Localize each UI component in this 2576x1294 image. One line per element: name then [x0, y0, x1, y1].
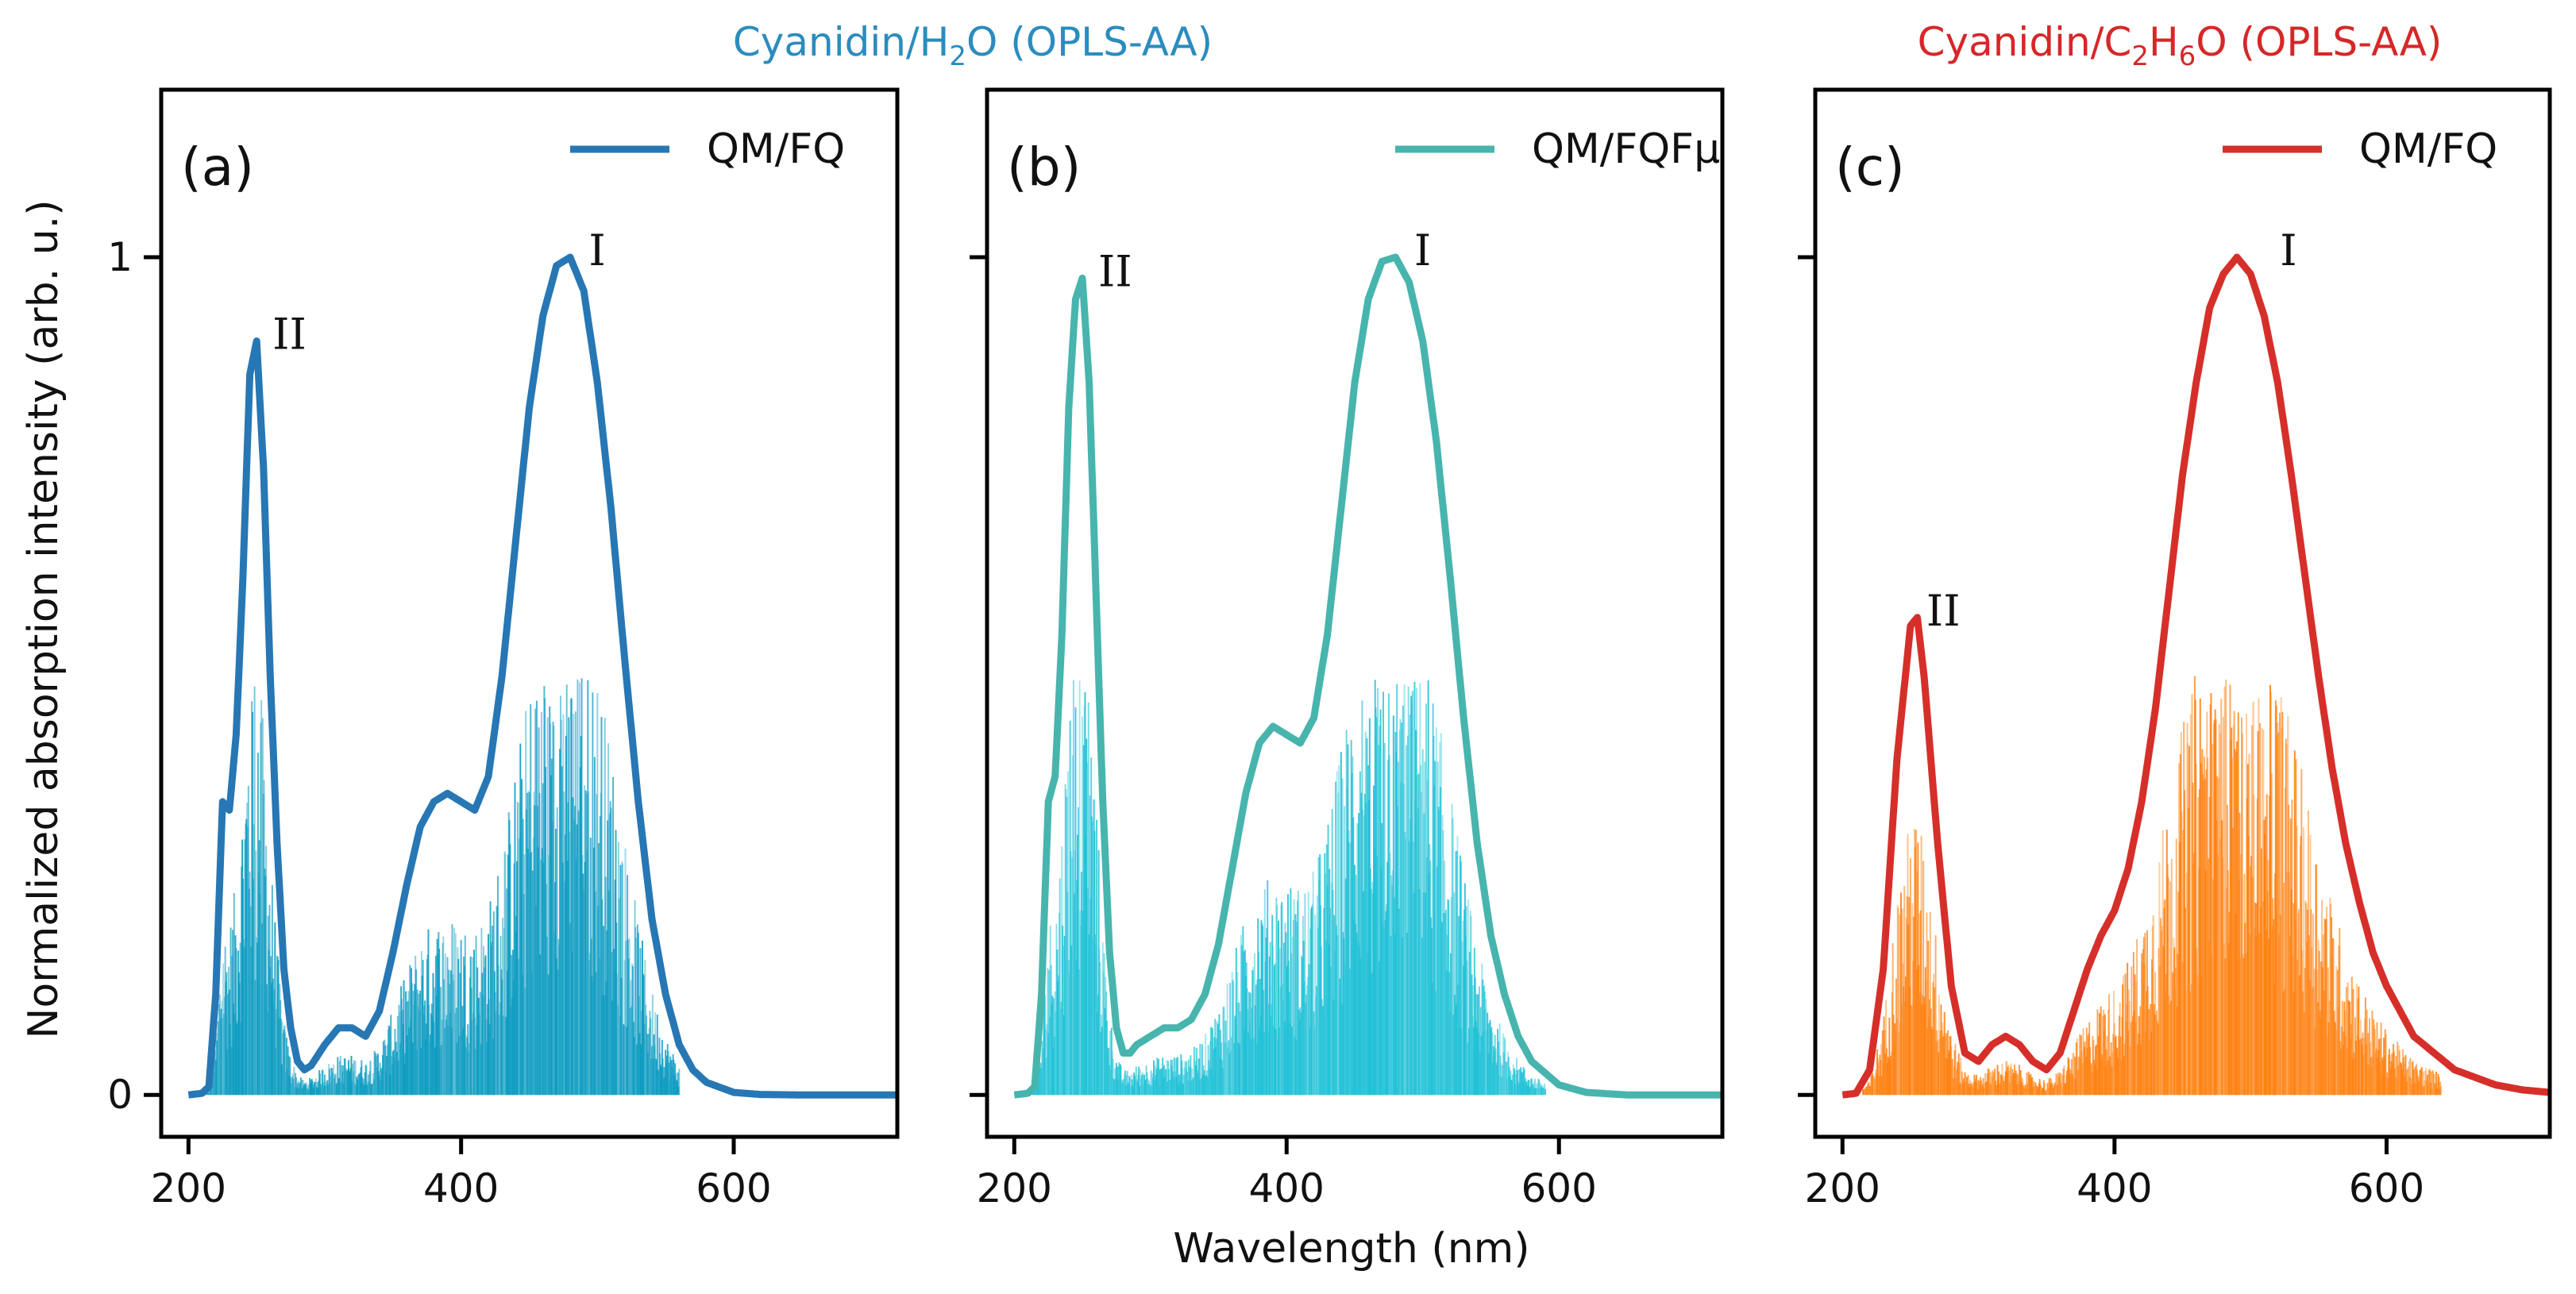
- stick-spectrum: [1027, 680, 1547, 1096]
- legend-label: QM/FQ: [707, 125, 845, 173]
- x-tick-label: 200: [151, 1165, 226, 1211]
- x-tick-label: 600: [2349, 1165, 2424, 1211]
- y-tick-label: 0: [107, 1072, 133, 1118]
- panel-label: (c): [1835, 137, 1905, 198]
- stick-spectrum: [1861, 676, 2442, 1096]
- panel-label: (b): [1007, 137, 1081, 198]
- legend-label: QM/FQ: [2359, 125, 2497, 173]
- x-tick-label: 400: [423, 1165, 499, 1211]
- legend-label: QM/FQFμ: [1532, 125, 1720, 173]
- panel-label: (a): [181, 137, 254, 198]
- stick-spectrum: [201, 678, 681, 1096]
- peak-label: II: [1926, 586, 1961, 636]
- x-tick-label: 600: [696, 1165, 771, 1211]
- y-axis-label: Normalized absorption intensity (arb. u.…: [20, 199, 67, 1038]
- x-axis-label: Wavelength (nm): [1173, 1225, 1529, 1273]
- x-tick-label: 200: [1805, 1165, 1880, 1211]
- x-tick-label: 400: [1249, 1165, 1325, 1211]
- y-tick-label: 1: [107, 234, 133, 280]
- group-title-ethanol: Cyanidin/C2H6O (OPLS-AA): [1918, 19, 2443, 72]
- series-line: [186, 253, 900, 1099]
- peak-label: I: [2280, 225, 2296, 275]
- peak-label: II: [272, 310, 307, 360]
- axes-frame: [985, 87, 1725, 1139]
- axes-frame: [159, 87, 900, 1139]
- series-line: [1012, 253, 1725, 1099]
- peak-label: I: [588, 225, 605, 275]
- peak-label: II: [1098, 246, 1132, 296]
- x-tick-label: 200: [977, 1165, 1052, 1211]
- group-title-water: Cyanidin/H2O (OPLS-AA): [733, 19, 1213, 72]
- axes-frame: [1813, 87, 2552, 1139]
- peak-label: I: [1414, 225, 1431, 275]
- x-tick-label: 600: [1521, 1165, 1597, 1211]
- series-line: [1840, 253, 2552, 1099]
- x-tick-label: 400: [2077, 1165, 2152, 1211]
